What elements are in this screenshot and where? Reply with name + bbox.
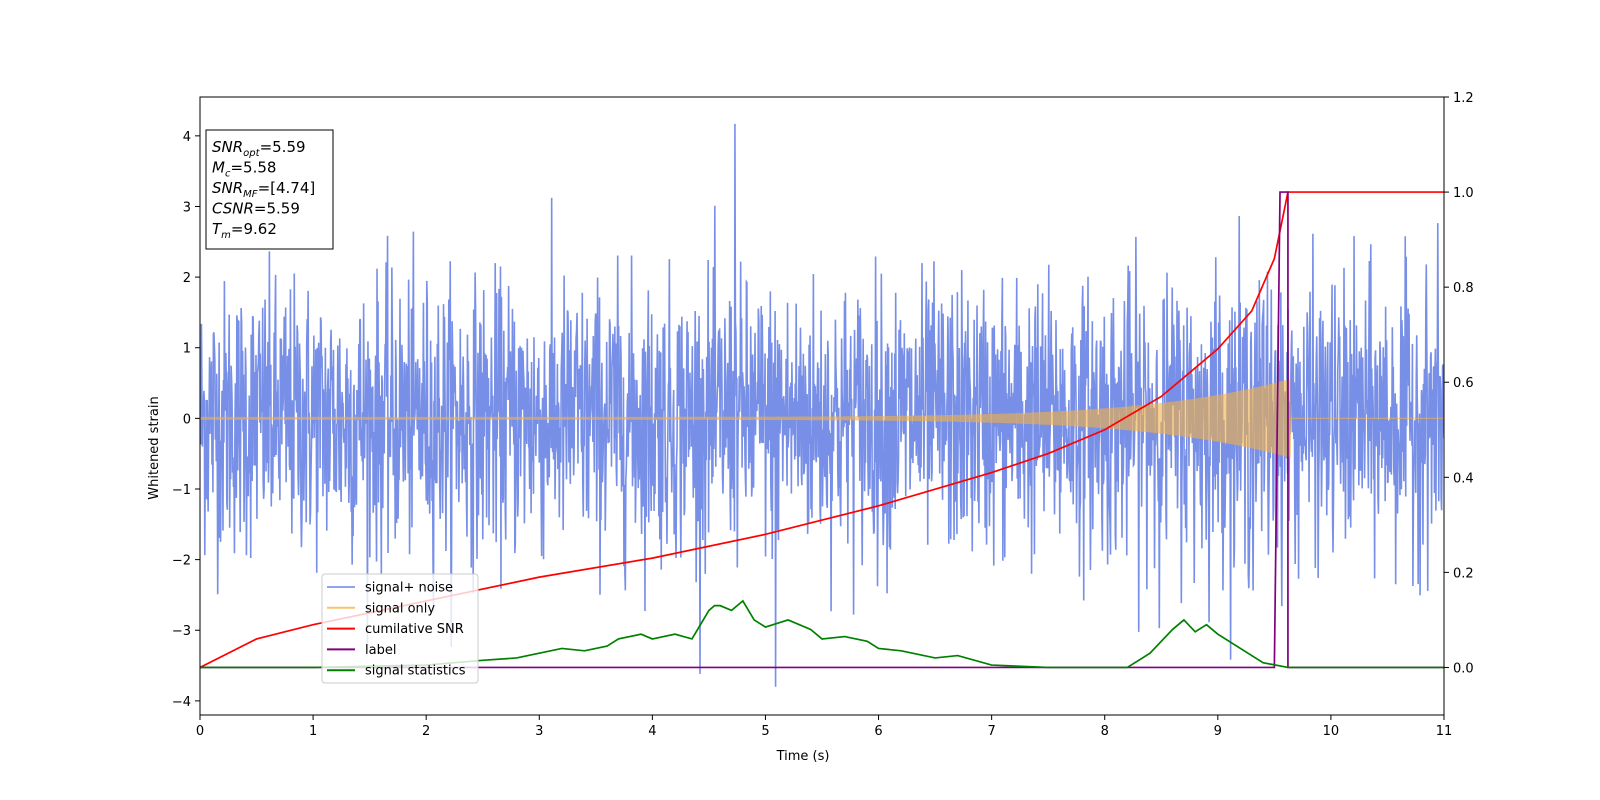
plot-frame	[199, 96, 1445, 716]
legend-label: signal+ noise	[365, 581, 453, 596]
annotation-line: SNRopt=5.59	[212, 138, 306, 159]
legend-label: signal statistics	[365, 664, 466, 679]
legend-frame	[321, 573, 479, 684]
x-tick-label: 4	[648, 724, 656, 739]
x-axis-label: Time (s)	[776, 749, 830, 764]
annotation-line: Mc=5.58	[212, 159, 276, 180]
x-tick-label: 11	[1436, 724, 1453, 739]
y2-tick-label: 0.4	[1453, 471, 1474, 486]
y-tick-label: 1	[183, 342, 191, 357]
y-tick-label: −3	[172, 624, 191, 639]
y-tick-label: −2	[172, 554, 191, 569]
x-tick-label: 1	[309, 724, 317, 739]
legend-label: label	[365, 643, 396, 658]
axes: 0 1 2 3 4 5 6 7 8 9 10 1143210−1−2−3−41.21.00.80.60…	[172, 91, 1474, 739]
y2-tick-label: 1.2	[1453, 91, 1474, 106]
y-tick-label: 2	[183, 271, 191, 286]
legend-label: signal only	[365, 601, 435, 616]
x-tick-label: 9	[1214, 724, 1222, 739]
x-tick-label: 8	[1101, 724, 1109, 739]
series-signal-statistics	[200, 599, 1444, 669]
y-tick-label: −1	[172, 483, 191, 498]
legend: signal+ noise signal only cumilative SNR la…	[321, 573, 479, 684]
annotation-line: SNRMF=[4.74]	[212, 179, 315, 200]
x-tick-label: 3	[535, 724, 543, 739]
y-tick-label: 0	[183, 412, 191, 427]
y2-tick-label: 0.2	[1453, 566, 1474, 581]
y-tick-label: 3	[183, 200, 191, 215]
y2-tick-label: 1.0	[1453, 186, 1474, 201]
y2-tick-label: 0.0	[1453, 661, 1474, 676]
annotation-line: Tm=9.62	[212, 220, 277, 241]
x-tick-label: 10	[1323, 724, 1340, 739]
y2-tick-label: 0.8	[1453, 281, 1474, 296]
x-tick-label: 0	[196, 724, 204, 739]
y-tick-label: −4	[172, 695, 191, 710]
x-tick-label: 5	[761, 724, 769, 739]
series-signal-only	[200, 379, 1444, 458]
x-tick-label: 6	[874, 724, 882, 739]
legend-label: cumilative SNR	[365, 622, 464, 637]
y2-tick-label: 0.6	[1453, 376, 1474, 391]
y-tick-label: 4	[183, 130, 191, 145]
annotation-frame	[205, 129, 334, 250]
x-tick-label: 2	[422, 724, 430, 739]
annotation-line: CSNR=5.59	[212, 200, 300, 218]
series-signal-plus-noise	[200, 123, 1444, 687]
x-tick-label: 7	[987, 724, 995, 739]
y-axis-label: Whitened strain	[147, 396, 162, 499]
